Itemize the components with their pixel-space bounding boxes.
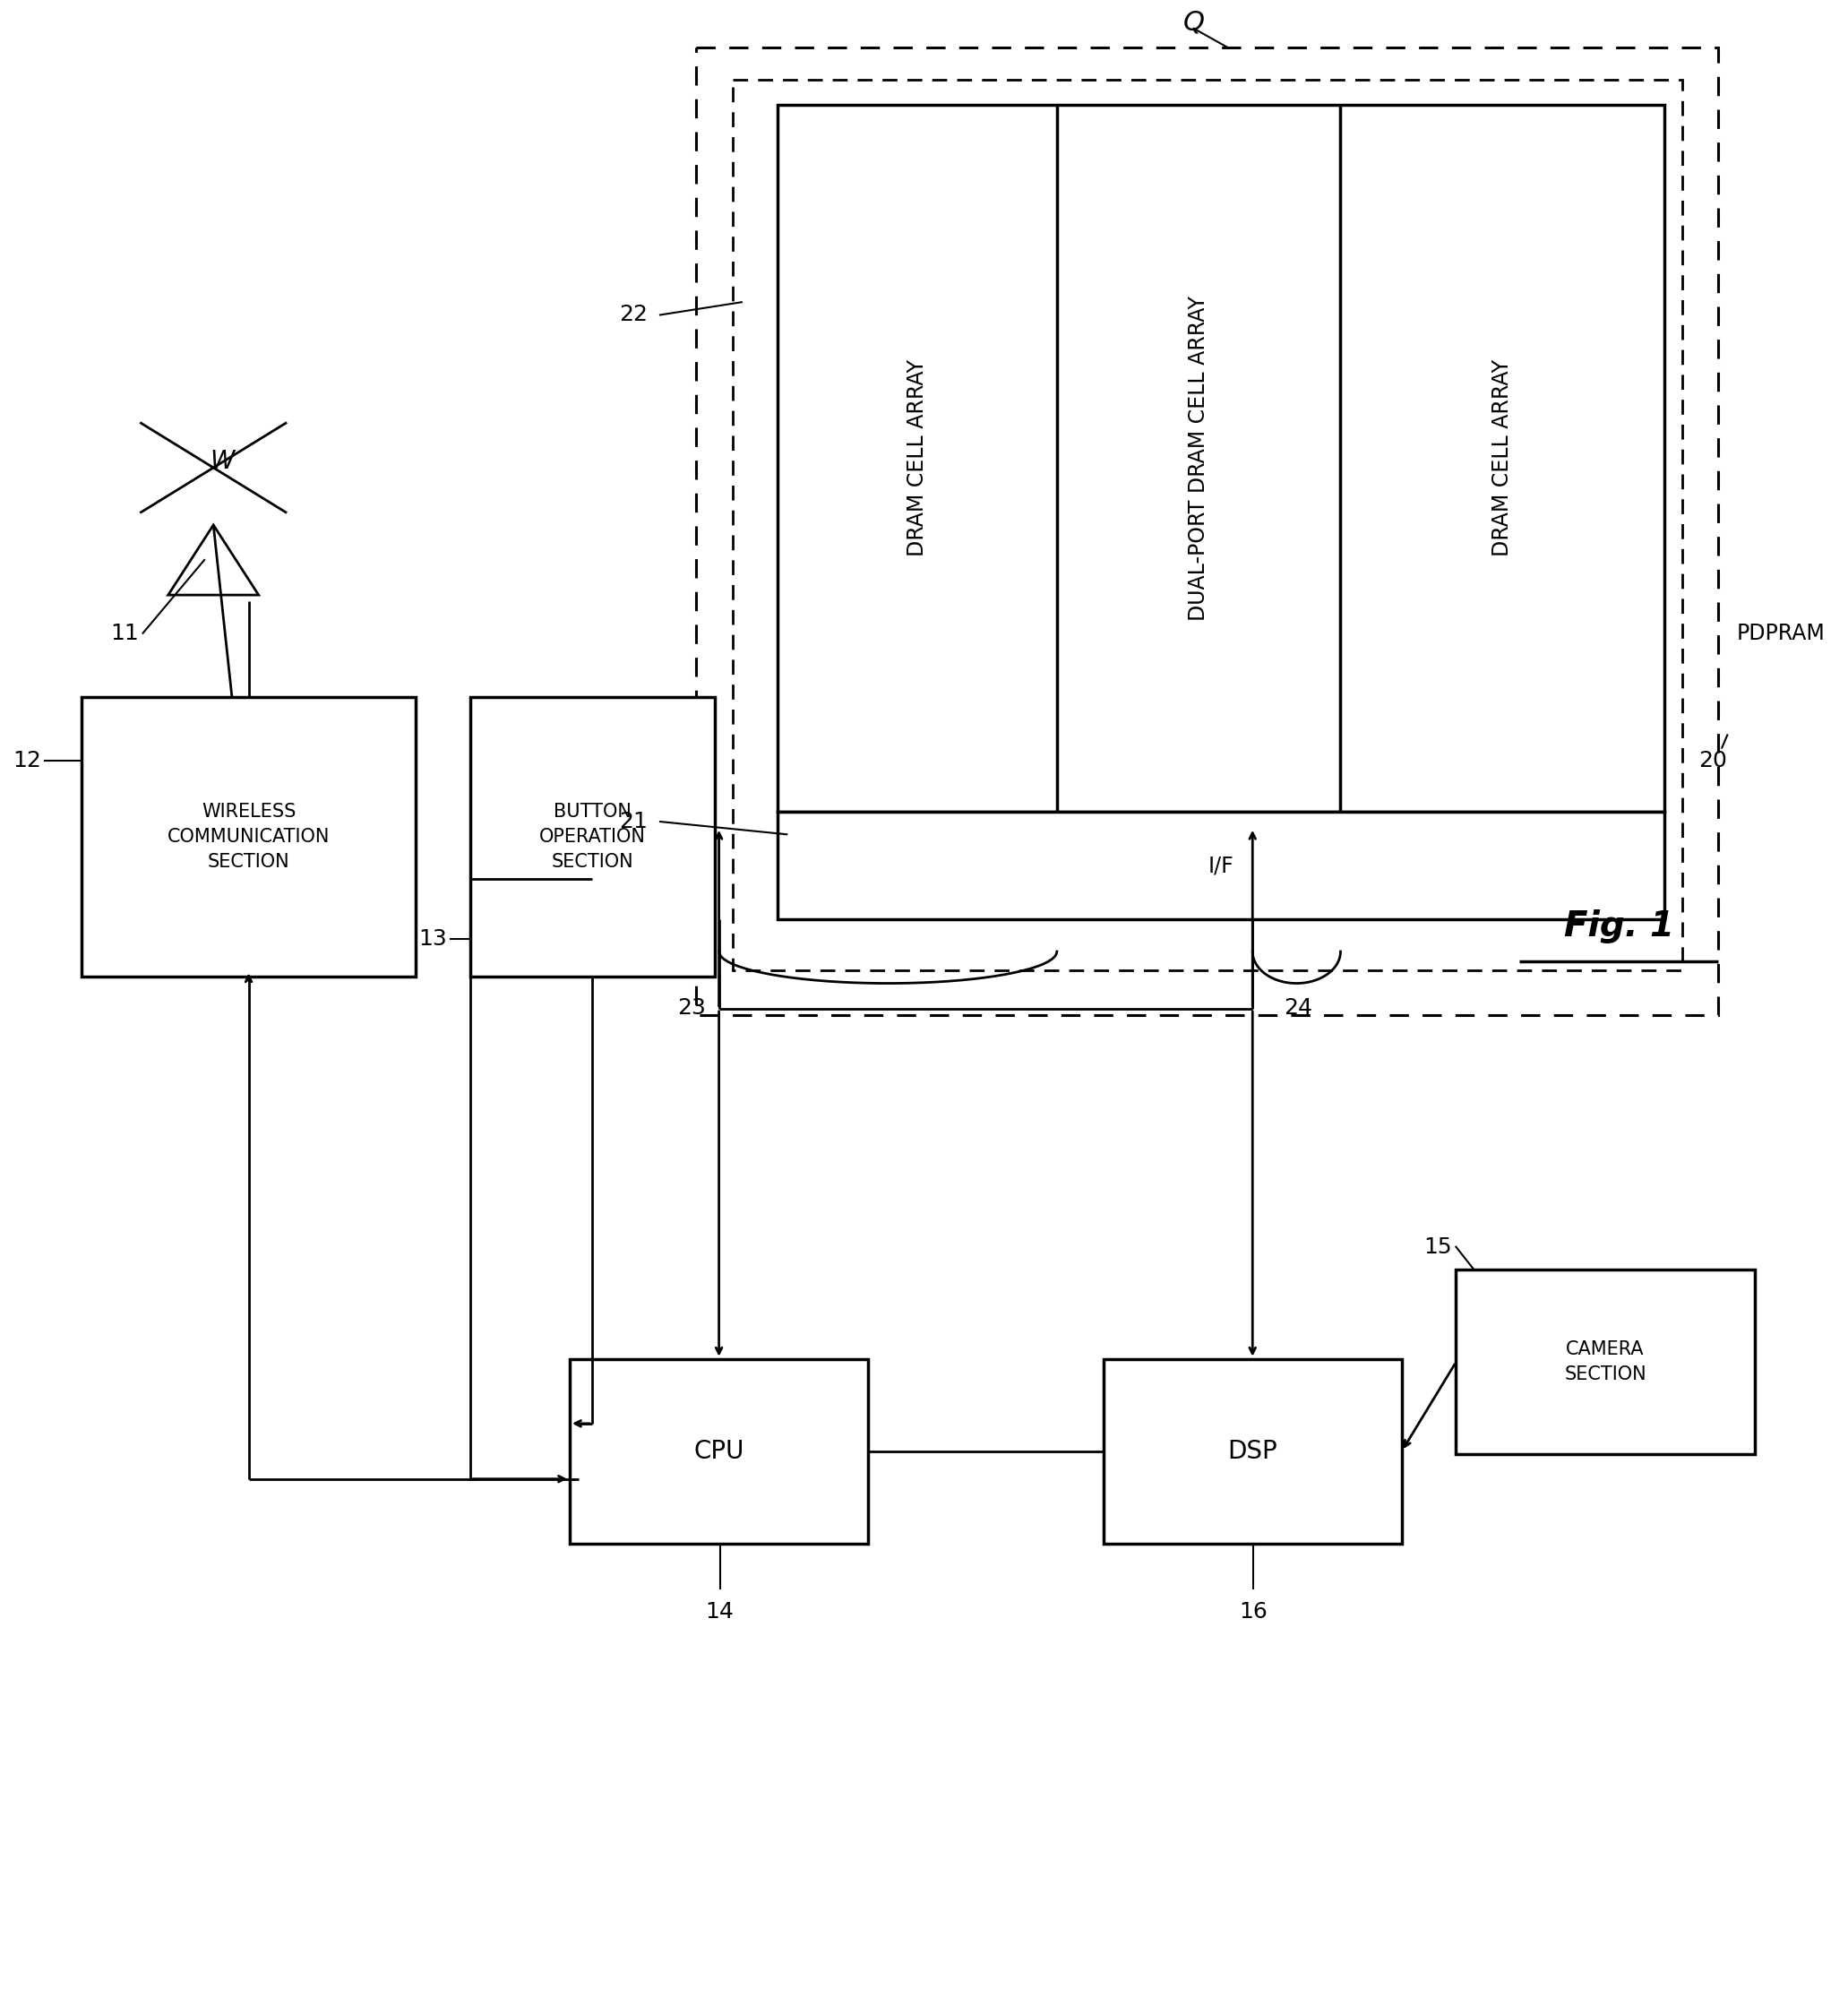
- Bar: [1103, 1358, 1403, 1543]
- Text: 23: 23: [678, 996, 706, 1018]
- Text: CPU: CPU: [693, 1438, 745, 1464]
- Text: DSP: DSP: [1227, 1438, 1277, 1464]
- Text: BUTTON
OPERATION
SECTION: BUTTON OPERATION SECTION: [540, 804, 645, 871]
- Text: 15: 15: [1425, 1235, 1453, 1257]
- Text: Fig. 1: Fig. 1: [1563, 909, 1674, 943]
- Text: W: W: [211, 450, 235, 473]
- Text: 16: 16: [1240, 1601, 1268, 1623]
- Text: 21: 21: [619, 812, 647, 831]
- Bar: [1456, 1269, 1754, 1454]
- Text: 24: 24: [1283, 996, 1312, 1018]
- Text: 22: 22: [619, 304, 647, 326]
- Bar: [732, 80, 1682, 971]
- Text: I/F: I/F: [1209, 855, 1234, 877]
- Text: DRAM CELL ARRAY: DRAM CELL ARRAY: [1491, 360, 1514, 557]
- Text: DUAL-PORT DRAM CELL ARRAY: DUAL-PORT DRAM CELL ARRAY: [1188, 296, 1209, 621]
- Text: PDPRAM: PDPRAM: [1737, 623, 1824, 644]
- Bar: [569, 1358, 869, 1543]
- Text: WIRELESS
COMMUNICATION
SECTION: WIRELESS COMMUNICATION SECTION: [168, 804, 331, 871]
- Text: Q: Q: [1183, 10, 1205, 36]
- Text: 20: 20: [1698, 750, 1728, 772]
- Bar: [469, 696, 715, 977]
- Text: 12: 12: [13, 750, 41, 772]
- Bar: [778, 105, 1663, 812]
- Bar: [778, 812, 1663, 919]
- Text: CAMERA
SECTION: CAMERA SECTION: [1563, 1341, 1647, 1384]
- Text: DRAM CELL ARRAY: DRAM CELL ARRAY: [907, 360, 928, 557]
- Bar: [697, 48, 1719, 1014]
- Text: 11: 11: [111, 623, 139, 644]
- Text: 13: 13: [418, 929, 447, 949]
- Bar: [81, 696, 416, 977]
- Text: 14: 14: [706, 1601, 734, 1623]
